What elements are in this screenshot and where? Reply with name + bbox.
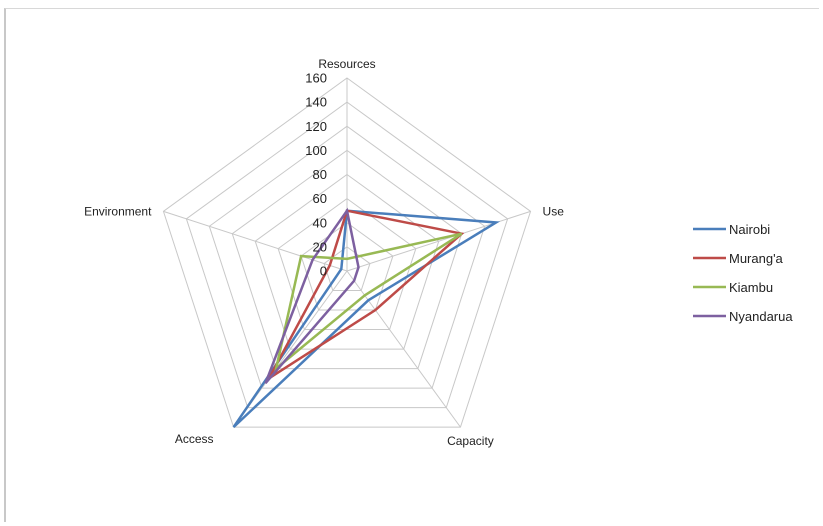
tick-label-60: 60 (313, 191, 327, 206)
radar-axis-labels: Resources Use Capacity Access Environment (84, 57, 564, 448)
tick-label-140: 140 (305, 95, 327, 110)
tick-label-160: 160 (305, 71, 327, 86)
chart-frame (4, 8, 819, 522)
grid-ring-140 (185, 101, 509, 409)
spoke-capacity (346, 270, 461, 428)
axis-label-environment: Environment (84, 204, 152, 218)
series-kiambu (274, 232, 463, 372)
legend-label-kiambu: Kiambu (729, 280, 773, 295)
grid-ring-120 (208, 125, 486, 389)
axis-label-use: Use (543, 204, 565, 218)
grid-ring-160 (162, 77, 532, 428)
grid-ring-100 (231, 149, 463, 370)
axis-label-capacity: Capacity (447, 434, 494, 448)
legend: Nairobi Murang'a Kiambu Nyandarua (693, 222, 793, 324)
tick-label-20: 20 (313, 239, 327, 254)
axis-label-resources: Resources (318, 57, 375, 71)
series-nairobi (232, 209, 501, 429)
legend-label-nairobi: Nairobi (729, 222, 770, 237)
radar-tick-labels: 0 20 40 60 80 100 120 140 160 (305, 71, 327, 279)
tick-label-80: 80 (313, 167, 327, 182)
legend-label-murang-a: Murang'a (729, 251, 784, 266)
tick-label-100: 100 (305, 143, 327, 158)
series-nyandarua (264, 207, 360, 385)
tick-label-0: 0 (320, 264, 327, 279)
series-murang-a (265, 209, 465, 382)
axis-label-access: Access (175, 432, 214, 446)
tick-label-120: 120 (305, 119, 327, 134)
spoke-use (346, 210, 531, 272)
spoke-environment (163, 210, 348, 272)
radar-series (232, 207, 501, 429)
grid-ring-80 (254, 173, 440, 350)
radar-spokes (163, 78, 531, 428)
tick-label-40: 40 (313, 215, 327, 230)
legend-label-nyandarua: Nyandarua (729, 309, 793, 324)
